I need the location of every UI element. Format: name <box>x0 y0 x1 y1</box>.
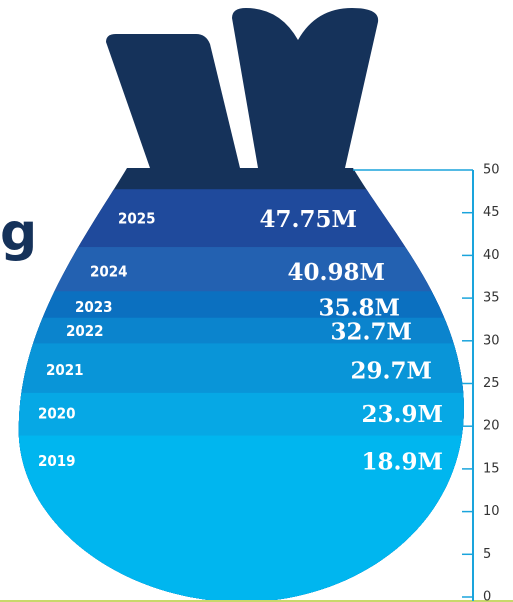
value-label: 47.75M <box>260 206 357 233</box>
year-label: 2023 <box>75 298 113 316</box>
bag-ear-left <box>106 34 240 168</box>
y-tick-label: 20 <box>483 419 500 434</box>
value-label: 32.7M <box>331 319 412 346</box>
y-tick-label: 50 <box>483 163 500 178</box>
value-label: 18.9M <box>362 449 443 476</box>
y-tick-label: 10 <box>483 504 500 519</box>
y-tick-label: 35 <box>483 291 500 306</box>
year-label: 2025 <box>118 210 156 228</box>
title-fragment: g <box>0 203 37 263</box>
year-label: 2021 <box>46 361 84 379</box>
y-tick-label: 40 <box>483 248 500 263</box>
value-label: 23.9M <box>362 401 443 428</box>
bag-ear-right <box>232 8 378 168</box>
value-label: 35.8M <box>319 294 400 321</box>
y-tick-label: 0 <box>483 590 491 602</box>
year-label: 2020 <box>38 404 76 422</box>
bag <box>0 160 513 602</box>
value-label: 40.98M <box>288 259 385 286</box>
year-label: 2022 <box>66 322 104 340</box>
chart: g 202547.75M202440.98M202335.8M202232.7M… <box>0 0 513 602</box>
value-label: 29.7M <box>351 357 432 384</box>
y-tick-label: 30 <box>483 333 500 348</box>
y-tick-label: 15 <box>483 461 500 476</box>
y-tick-label: 5 <box>483 547 491 562</box>
y-tick-label: 25 <box>483 376 500 391</box>
year-label: 2024 <box>90 263 128 281</box>
year-label: 2019 <box>38 452 76 470</box>
page: {"chart_data": {"type": "bag", "title": … <box>0 0 513 602</box>
y-tick-label: 45 <box>483 205 500 220</box>
